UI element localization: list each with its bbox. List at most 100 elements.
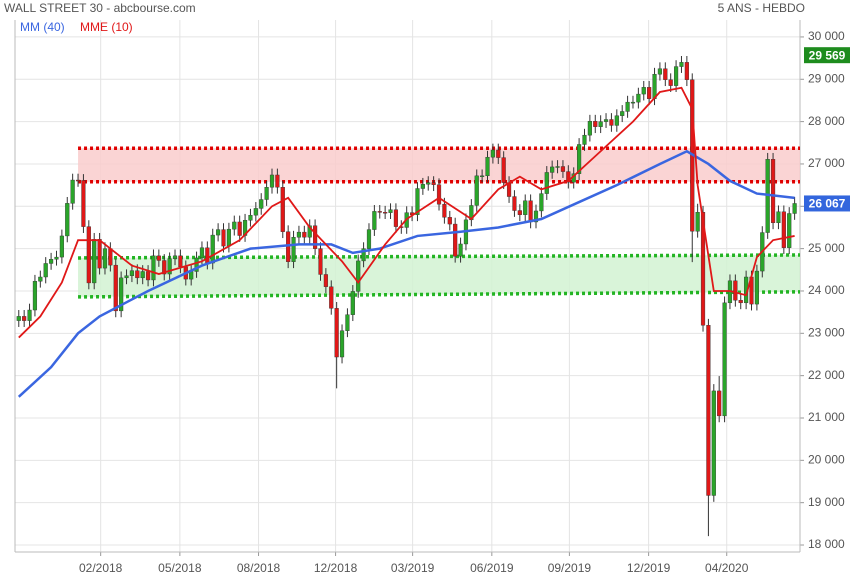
candle-body	[86, 226, 91, 284]
candle-body	[550, 166, 555, 173]
candle-body	[603, 119, 609, 122]
candle-body	[426, 182, 431, 185]
candle-body	[108, 248, 113, 266]
candle-body	[22, 316, 27, 321]
candle-body	[566, 171, 571, 183]
x-tick-label: 12/2019	[627, 561, 671, 575]
candle-body	[366, 229, 372, 249]
candle-body	[345, 314, 350, 331]
y-tick-label: 23 000	[808, 325, 845, 339]
candle-body	[372, 211, 377, 230]
candle-body	[32, 281, 38, 311]
candle-body	[706, 325, 711, 496]
candle-body	[388, 209, 393, 213]
zone-border	[78, 253, 801, 260]
candle-body	[512, 196, 517, 211]
candle-body	[480, 175, 485, 178]
candle-body	[539, 193, 544, 212]
candle-body	[652, 73, 657, 99]
chart-subtitle: 5 ANS - HEBDO	[718, 1, 805, 15]
chart-title: WALL STREET 30 - abcbourse.com	[4, 1, 196, 15]
candle-body	[102, 248, 108, 269]
candle-body	[334, 308, 339, 358]
candle-body	[722, 302, 727, 417]
candle-body	[162, 260, 167, 275]
candle-body	[673, 66, 679, 86]
x-tick-label: 02/2018	[79, 561, 123, 575]
x-tick-label: 03/2019	[391, 561, 435, 575]
candle-body	[555, 166, 560, 168]
candle-body	[420, 184, 425, 189]
candle-body	[490, 149, 495, 158]
candle-body	[70, 179, 75, 204]
candle-body	[361, 248, 366, 262]
candle-body	[630, 101, 636, 104]
candle-body	[178, 255, 183, 268]
y-tick-label: 21 000	[808, 410, 845, 424]
zone	[78, 254, 801, 297]
y-tick-label: 24 000	[808, 283, 845, 297]
candle-body	[81, 180, 86, 227]
x-tick-label: 09/2019	[548, 561, 592, 575]
candle-body	[383, 212, 388, 214]
price-tag-label: 26 067	[809, 197, 846, 211]
x-tick-label: 04/2020	[705, 561, 749, 575]
candle-body	[75, 179, 81, 182]
candle-body	[269, 174, 275, 188]
candle-body	[781, 211, 786, 248]
candle-body	[151, 255, 156, 281]
candle-body	[668, 79, 673, 86]
candle-body	[647, 87, 652, 99]
candle-body	[738, 300, 743, 304]
candle-body	[119, 277, 124, 312]
candle-body	[679, 62, 684, 67]
candle-body	[733, 280, 738, 301]
candle-body	[582, 134, 587, 145]
candle-body	[431, 182, 436, 185]
candle-body	[216, 229, 221, 236]
y-tick-label: 30 000	[808, 29, 845, 43]
x-tick-label: 06/2019	[470, 561, 514, 575]
candle-body	[560, 166, 566, 172]
candle-body	[275, 174, 280, 188]
candle-body	[259, 199, 264, 209]
legend-label: MME (10)	[80, 20, 133, 34]
candle-body	[415, 188, 420, 215]
candle-body	[787, 213, 792, 248]
candle-body	[232, 221, 237, 230]
candle-body	[544, 172, 549, 194]
ma-line	[18, 86, 795, 339]
candle-body	[700, 212, 706, 326]
candle-body	[458, 243, 463, 257]
candle-body	[210, 234, 215, 264]
candle-body	[474, 175, 479, 206]
candle-body	[447, 217, 452, 225]
candle-body	[453, 223, 458, 257]
candle-body	[291, 237, 296, 262]
candle-body	[129, 270, 135, 276]
candle-body	[754, 270, 759, 305]
candle-body	[124, 275, 129, 279]
candle-body	[485, 156, 490, 177]
candle-body	[167, 258, 172, 275]
candle-body	[237, 221, 242, 236]
y-tick-label: 25 000	[808, 241, 845, 255]
candle-body	[339, 330, 345, 358]
candle-body	[318, 248, 323, 275]
candle-body	[614, 115, 619, 126]
y-tick-label: 20 000	[808, 453, 845, 467]
candle-body	[517, 210, 522, 215]
zone	[78, 148, 801, 182]
candle-body	[528, 200, 533, 223]
candle-body	[38, 276, 43, 282]
x-tick-label: 05/2018	[158, 561, 202, 575]
legend-label: MM (40)	[20, 20, 65, 34]
candle-body	[625, 101, 630, 112]
candle-body	[27, 309, 32, 321]
candle-body	[92, 239, 97, 284]
price-tag-label: 29 569	[809, 48, 846, 62]
y-tick-label: 27 000	[808, 156, 845, 170]
candle-body	[496, 149, 501, 158]
candle-body	[221, 229, 226, 247]
